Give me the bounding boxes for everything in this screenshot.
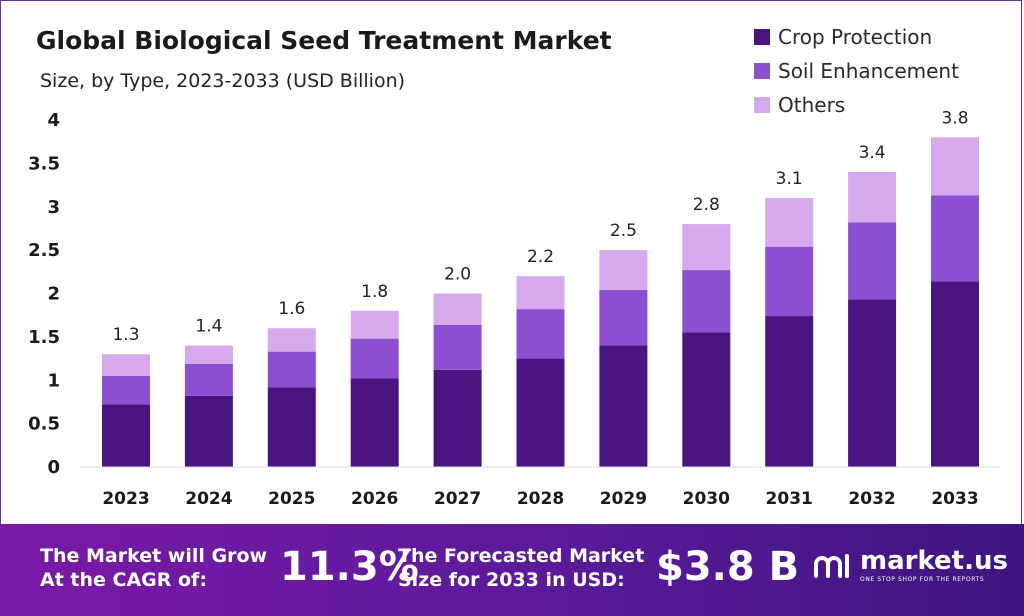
bar-total-label: 2.0 [444, 265, 471, 285]
legend-swatch [754, 63, 770, 79]
bar-segment-crop-protection [516, 358, 565, 467]
bar-total-label: 2.5 [610, 221, 637, 241]
forecast-value: $3.8 B [656, 544, 800, 590]
bar-segment-soil-enhancement [931, 195, 979, 282]
bar-segment-others [350, 310, 399, 339]
bar-segment-crop-protection [765, 316, 814, 467]
bar-segment-soil-enhancement [765, 246, 814, 317]
x-tick-label: 2025 [268, 489, 315, 509]
legend-item-soil-enhancement: Soil Enhancement [754, 54, 959, 88]
y-tick-label: 3.5 [28, 153, 60, 174]
bar-segment-soil-enhancement [267, 351, 316, 388]
cagr-caption-line2: At the CAGR of: [40, 569, 207, 591]
bar-segment-others [599, 250, 648, 291]
bar-total-label: 1.4 [195, 317, 222, 337]
bar-segment-crop-protection [350, 378, 399, 467]
bar-total-label: 1.6 [278, 299, 305, 319]
x-tick-label: 2031 [766, 489, 813, 509]
legend-swatch [754, 97, 770, 113]
bar-segment-crop-protection [599, 345, 648, 467]
brand-tagline: ONE STOP SHOP FOR THE REPORTS [860, 576, 985, 583]
stacked-bar-chart: 0 0.5 1 1.5 2 2.5 3 3.5 4 1.3 2023 1.4 2024 1.6 2025 1.… [28, 108, 1000, 509]
bar-segment-crop-protection [848, 299, 897, 467]
bar-segment-crop-protection [433, 369, 482, 467]
bar-segment-others [102, 354, 150, 376]
market-us-logo-icon [814, 553, 849, 578]
bar-segment-soil-enhancement [350, 338, 399, 379]
bar-segment-soil-enhancement [433, 324, 482, 370]
forecast-caption-line2: Size for 2033 in USD: [398, 569, 625, 591]
bar-total-label: 1.8 [361, 282, 388, 302]
y-tick-label: 0.5 [28, 414, 60, 435]
bar-segment-crop-protection [931, 281, 979, 467]
bar-segment-soil-enhancement [682, 270, 731, 333]
bar-segment-soil-enhancement [184, 363, 233, 396]
forecast-caption-line1: The Forecasted Market [398, 545, 645, 567]
bar-segment-crop-protection [184, 395, 233, 467]
forecast-caption: The Forecasted Market Size for 2033 in U… [398, 544, 644, 592]
bar-total-label: 3.4 [859, 143, 886, 163]
footer-banner: The Market will Grow At the CAGR of: 11.… [0, 524, 1024, 616]
bar-segment-others [267, 328, 316, 352]
cagr-caption: The Market will Grow At the CAGR of: [40, 544, 267, 592]
x-tick-label: 2026 [351, 489, 398, 509]
legend-label: Soil Enhancement [778, 59, 959, 83]
brand-logo: market.us ONE STOP SHOP FOR THE REPORTS [812, 548, 1008, 583]
bar-total-label: 3.1 [776, 169, 803, 189]
cagr-caption-line1: The Market will Grow [40, 545, 268, 567]
legend-item-crop-protection: Crop Protection [754, 20, 959, 54]
bar-segment-soil-enhancement [516, 309, 565, 359]
bar-segment-others [184, 345, 233, 364]
y-tick-label: 2 [47, 284, 60, 305]
bar-segment-soil-enhancement [848, 222, 897, 300]
y-tick-label: 4 [47, 110, 60, 131]
x-tick-label: 2033 [931, 489, 978, 509]
bar-segment-others [682, 224, 731, 271]
y-tick-label: 0 [47, 457, 60, 478]
x-tick-label: 2024 [185, 489, 232, 509]
legend-label: Others [778, 93, 846, 117]
bar-segment-others [931, 137, 979, 196]
bar-segment-crop-protection [102, 404, 150, 467]
y-tick-label: 1 [47, 370, 60, 391]
x-tick-label: 2028 [517, 489, 564, 509]
y-tick-label: 1.5 [28, 327, 60, 348]
bar-segment-others [433, 293, 482, 325]
chart-title: Global Biological Seed Treatment Market [36, 26, 612, 55]
legend-label: Crop Protection [778, 25, 933, 49]
brand-name: market.us [860, 546, 1008, 576]
legend: Crop Protection Soil Enhancement Others [754, 20, 959, 122]
bar-segment-crop-protection [267, 387, 316, 467]
x-tick-label: 2030 [683, 489, 730, 509]
chart-subtitle: Size, by Type, 2023-2033 (USD Billion) [40, 70, 406, 92]
bar-total-label: 1.3 [112, 325, 139, 345]
legend-swatch [754, 29, 770, 45]
cagr-value: 11.3% [280, 544, 419, 590]
legend-item-others: Others [754, 88, 959, 122]
x-tick-label: 2027 [434, 489, 481, 509]
bar-total-label: 3.8 [941, 108, 968, 128]
x-tick-label: 2029 [600, 489, 647, 509]
bar-segment-others [848, 172, 897, 223]
bar-segment-crop-protection [682, 332, 731, 467]
bar-segment-soil-enhancement [599, 290, 648, 346]
y-tick-label: 2.5 [28, 240, 60, 261]
bar-total-label: 2.2 [527, 247, 554, 267]
x-tick-label: 2023 [102, 489, 149, 509]
bar-segment-others [516, 276, 565, 310]
bar-total-label: 2.8 [693, 195, 720, 215]
brand-text: market.us ONE STOP SHOP FOR THE REPORTS [860, 548, 1008, 583]
x-tick-label: 2032 [848, 489, 895, 509]
bar-segment-others [765, 198, 814, 247]
bar-segment-soil-enhancement [102, 375, 150, 405]
y-tick-label: 3 [47, 197, 60, 218]
